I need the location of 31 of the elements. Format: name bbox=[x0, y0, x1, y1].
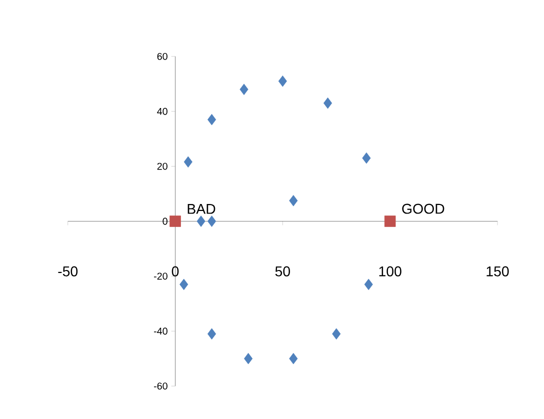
point bbox=[362, 152, 371, 164]
y-tick-label: 60 bbox=[157, 53, 168, 60]
point bbox=[207, 114, 216, 126]
x-tick-label: 50 bbox=[275, 266, 290, 276]
y-tick-label: -20 bbox=[154, 272, 168, 280]
point bbox=[332, 328, 341, 340]
point bbox=[289, 353, 298, 364]
y-tick-label: 20 bbox=[157, 162, 168, 170]
point bbox=[278, 76, 287, 87]
y-tick-label: 40 bbox=[157, 108, 168, 115]
point bbox=[184, 156, 192, 168]
y-tick-label: -40 bbox=[154, 328, 168, 335]
annotation: BAD bbox=[188, 204, 216, 214]
point bbox=[207, 328, 216, 340]
point bbox=[244, 353, 253, 364]
point bbox=[240, 84, 248, 96]
x-tick-label: -50 bbox=[58, 266, 78, 276]
point bbox=[196, 216, 206, 228]
point bbox=[170, 216, 181, 228]
x-tick-label: 0 bbox=[172, 266, 179, 276]
point bbox=[180, 278, 188, 290]
point bbox=[323, 98, 332, 109]
x-tick-label: 150 bbox=[486, 266, 509, 276]
y-tick-label: -60 bbox=[154, 382, 168, 390]
point bbox=[384, 216, 396, 228]
point bbox=[207, 216, 216, 228]
y-tick-label: 0 bbox=[162, 218, 168, 225]
point bbox=[289, 195, 298, 206]
x-tick-label: 100 bbox=[379, 266, 402, 276]
point bbox=[364, 278, 373, 290]
annotation: GOOD bbox=[402, 204, 444, 214]
